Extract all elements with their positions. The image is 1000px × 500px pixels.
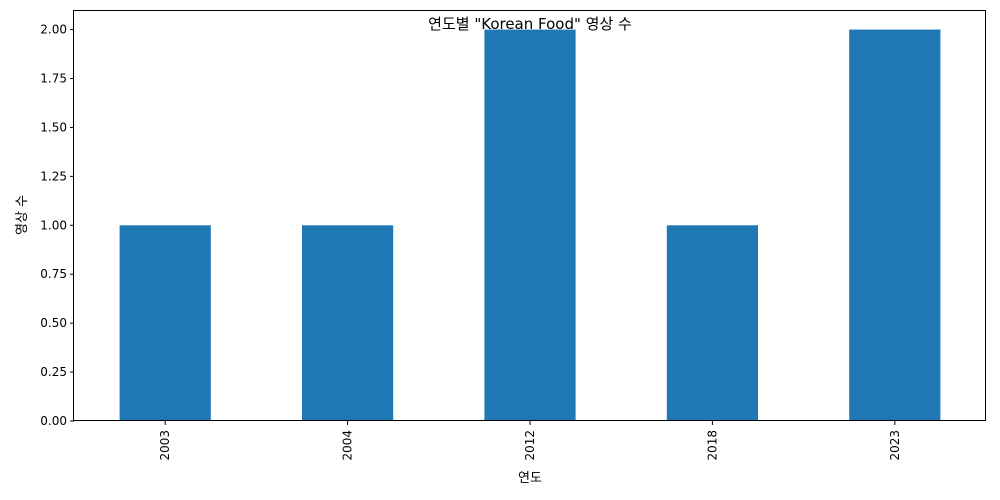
x-axis: 2003 2004 2012 2018 2023 bbox=[158, 421, 902, 461]
bar-2018 bbox=[666, 225, 758, 421]
bar-2012 bbox=[484, 29, 576, 421]
y-tick-label-0.50: 0.50 bbox=[40, 316, 67, 330]
y-tick-label-1.75: 1.75 bbox=[40, 72, 67, 86]
y-tick-label-1.00: 1.00 bbox=[40, 218, 67, 232]
y-axis-label: 영상 수 bbox=[15, 195, 30, 235]
x-axis-label: 연도 bbox=[518, 471, 542, 486]
x-tick-label-2003: 2003 bbox=[158, 430, 172, 461]
bar-2023 bbox=[849, 29, 941, 421]
y-tick-label-1.50: 1.50 bbox=[40, 120, 67, 134]
bar-2004 bbox=[302, 225, 394, 421]
y-tick-label-0.25: 0.25 bbox=[40, 365, 67, 379]
bar-2003 bbox=[119, 225, 211, 421]
bars-layer bbox=[119, 29, 941, 421]
y-tick-label-0.00: 0.00 bbox=[40, 414, 67, 428]
x-tick-label-2018: 2018 bbox=[705, 430, 719, 461]
x-tick-label-2023: 2023 bbox=[888, 430, 902, 461]
chart-title: 연도별 "Korean Food" 영상 수 bbox=[428, 15, 632, 33]
y-tick-label-1.25: 1.25 bbox=[40, 169, 67, 183]
y-tick-label-0.75: 0.75 bbox=[40, 267, 67, 281]
plot-frame bbox=[73, 10, 986, 421]
x-tick-label-2012: 2012 bbox=[523, 430, 537, 461]
y-tick-label-2.00: 2.00 bbox=[40, 23, 67, 37]
x-tick-label-2004: 2004 bbox=[341, 430, 355, 461]
y-axis: 0.00 0.25 0.50 0.75 1.00 1.25 1.50 1.75 2.00 bbox=[40, 23, 74, 428]
